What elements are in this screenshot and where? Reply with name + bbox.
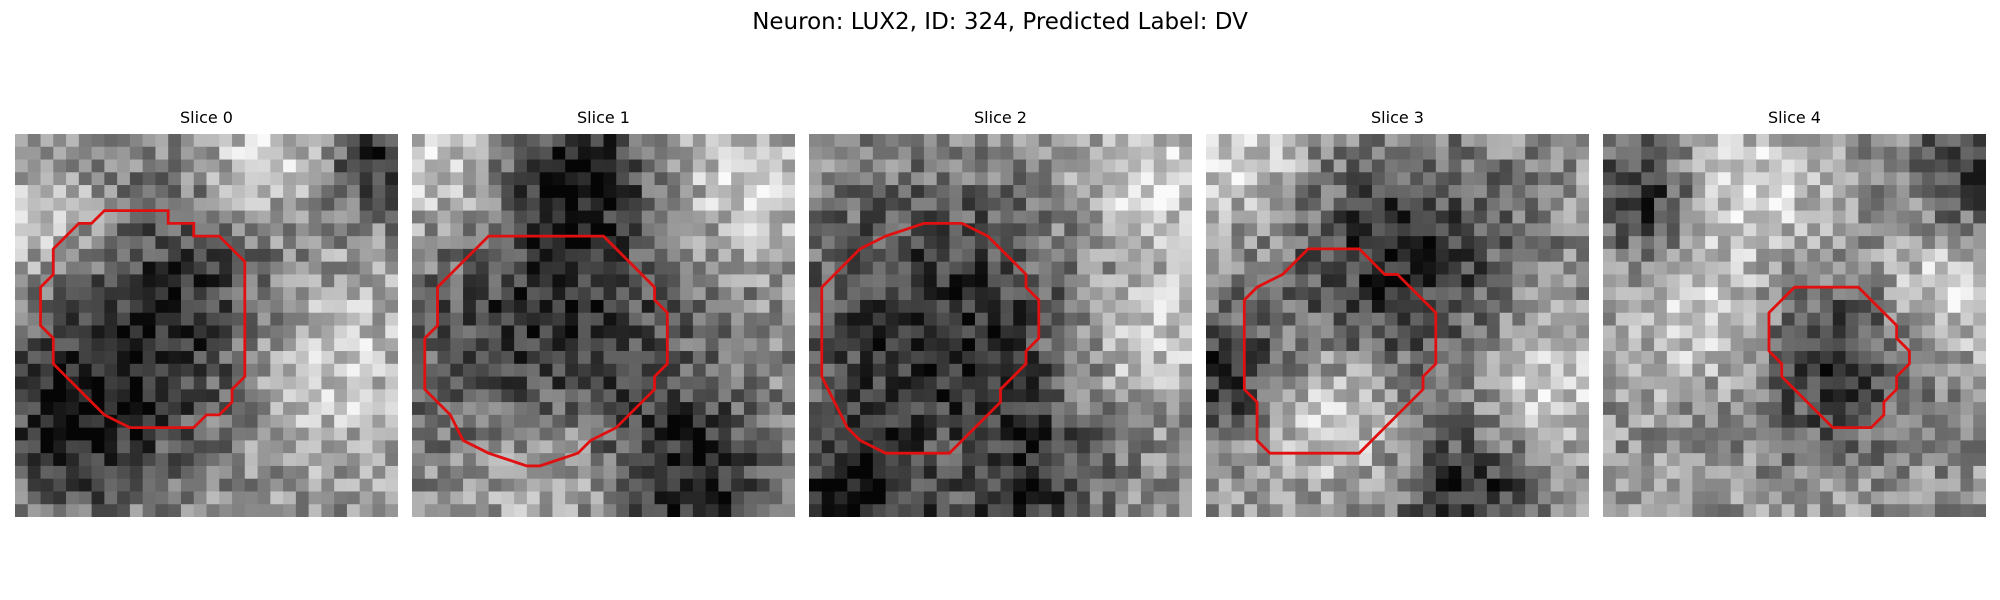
neuron-contour	[1767, 285, 1911, 430]
panel-title: Slice 3	[1371, 108, 1424, 127]
neuron-contour	[423, 234, 669, 468]
slice-image	[1206, 134, 1589, 517]
panel-title: Slice 4	[1768, 108, 1821, 127]
panel-slice-2: Slice 2	[809, 108, 1192, 517]
panel-slice-1: Slice 1	[412, 108, 795, 517]
panel-title: Slice 0	[180, 108, 233, 127]
panel-slice-4: Slice 4	[1603, 108, 1986, 517]
neuron-contour	[39, 209, 247, 430]
panel-title: Slice 1	[577, 108, 630, 127]
panel-slice-0: Slice 0	[15, 108, 398, 517]
slice-image	[15, 134, 398, 517]
neuron-contour	[1242, 247, 1438, 455]
neuron-contour	[820, 221, 1041, 455]
slice-image	[1603, 134, 1986, 517]
panel-slice-3: Slice 3	[1206, 108, 1589, 517]
slice-image	[412, 134, 795, 517]
panel-title: Slice 2	[974, 108, 1027, 127]
slice-image	[809, 134, 1192, 517]
figure-title: Neuron: LUX2, ID: 324, Predicted Label: …	[752, 9, 1248, 35]
